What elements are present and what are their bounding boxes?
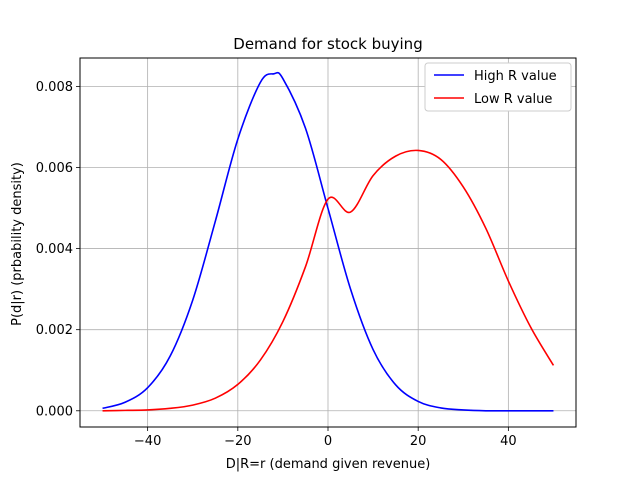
x-axis-label: D|R=r (demand given revenue): [226, 457, 431, 472]
y-tick-label: 0.002: [36, 323, 73, 338]
x-tick-label: −40: [134, 434, 161, 449]
y-axis-label: P(d|r) (prbability density): [10, 162, 25, 326]
series-line-high-r: [102, 71, 554, 412]
y-tick-label: 0.004: [36, 242, 73, 257]
x-tick-label: 0: [324, 434, 332, 449]
x-tick-label: 20: [410, 434, 427, 449]
legend-label-low-r: Low R value: [474, 92, 552, 107]
y-tick-label: 0.006: [36, 161, 73, 176]
series-lines: [102, 71, 555, 412]
series-line-low-r: [102, 149, 555, 412]
x-tick-label: −20: [224, 434, 251, 449]
legend-label-high-r: High R value: [474, 69, 557, 84]
axis-ticks: −40 −20 0 20 40 0.000 0.002 0.004 0.006 0.008: [36, 80, 517, 449]
x-tick-label: 40: [500, 434, 517, 449]
chart-title: Demand for stock buying: [233, 35, 422, 53]
legend: High R value Low R value: [424, 62, 572, 112]
y-tick-label: 0.000: [36, 404, 73, 419]
y-tick-label: 0.008: [36, 80, 73, 95]
